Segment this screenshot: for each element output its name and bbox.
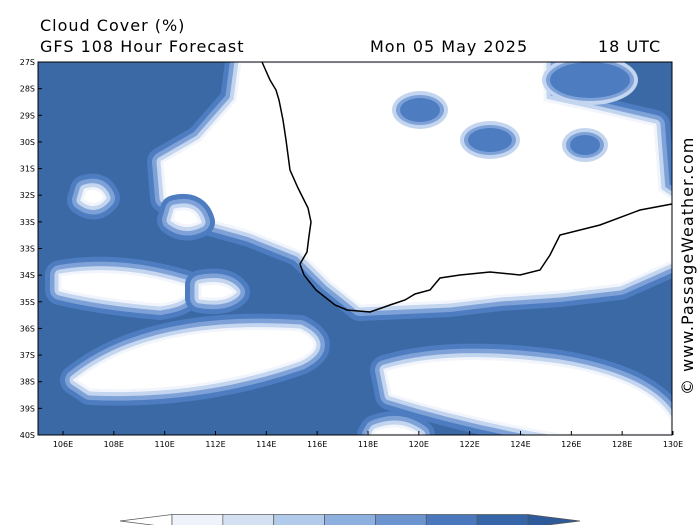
colorbar-segment <box>425 514 478 525</box>
time-label: 18 UTC <box>598 37 661 56</box>
map-field <box>38 62 672 435</box>
lon-label: 130E <box>663 440 683 449</box>
cloud-core <box>383 357 672 435</box>
lon-label: 122E <box>460 440 480 449</box>
model-label: GFS 108 Hour Forecast <box>40 37 245 56</box>
cloud-core <box>80 187 107 206</box>
colorbar-high <box>527 514 581 525</box>
clear-core <box>400 98 440 122</box>
lon-label: 128E <box>612 440 632 449</box>
lon-label: 112E <box>205 440 225 449</box>
cloud-core <box>198 282 238 301</box>
colorbar-segment <box>222 514 275 525</box>
watermark: © www.PassageWeather.com <box>678 137 697 395</box>
coastline <box>261 61 673 313</box>
lat-label: 28S <box>20 85 35 94</box>
colorbar-segment <box>171 514 224 525</box>
lat-label: 32S <box>20 191 35 200</box>
lon-label: 126E <box>561 440 581 449</box>
lat-label: 27S <box>20 58 35 67</box>
cloud-core <box>370 424 423 435</box>
lon-label: 116E <box>307 440 327 449</box>
lat-label: 36S <box>20 324 35 333</box>
clear-core <box>550 62 630 98</box>
lat-label: 38S <box>20 378 35 387</box>
lat-label: 33S <box>20 218 35 227</box>
cloud-core <box>72 327 317 393</box>
lat-label: 31S <box>20 165 35 174</box>
map-title: Cloud Cover (%) <box>40 16 185 35</box>
lon-label: 114E <box>256 440 276 449</box>
colorbar-segment <box>324 514 376 525</box>
date-label: Mon 05 May 2025 <box>370 37 528 56</box>
lon-label: 108E <box>104 440 124 449</box>
map-axes: 27S 28S 29S 30S 31S 32S 33S 33S 34S 35S 36S 37S 38S 3… <box>20 58 683 449</box>
lat-label: 39S <box>20 404 35 413</box>
lon-label: 124E <box>510 440 530 449</box>
lat-label: 29S <box>20 111 35 120</box>
colorbar: 1025405060758599 <box>119 514 581 525</box>
lon-label: 106E <box>53 440 73 449</box>
cloud-core <box>170 207 202 227</box>
lon-label: 118E <box>358 440 378 449</box>
lat-label: 34S <box>20 271 35 280</box>
colorbar-segment <box>273 514 325 525</box>
lon-label: 110E <box>155 440 175 449</box>
lat-label: 30S <box>20 138 35 147</box>
clear-core <box>468 128 512 152</box>
cloud-core <box>160 62 672 308</box>
lat-label: 33S <box>20 245 35 254</box>
lat-label: 40S <box>20 431 35 440</box>
clear-core <box>570 135 600 155</box>
lat-label: 35S <box>20 298 35 307</box>
cloud-core <box>58 270 189 307</box>
colorbar-segment <box>476 514 529 525</box>
lon-label: 120E <box>409 440 429 449</box>
colorbar-segment <box>375 514 427 525</box>
colorbar-low <box>119 514 173 525</box>
lat-label: 37S <box>20 351 35 360</box>
